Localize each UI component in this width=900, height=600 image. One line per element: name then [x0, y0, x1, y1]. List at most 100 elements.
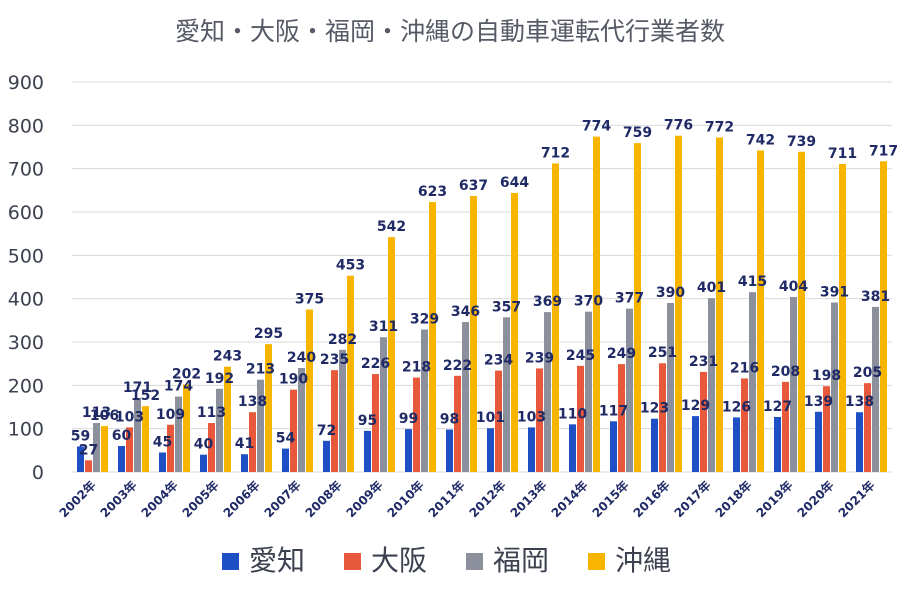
- x-tick-label: 2005年: [179, 478, 222, 521]
- bar: [864, 383, 871, 472]
- data-label: 126: [722, 399, 751, 415]
- bar: [569, 424, 576, 472]
- data-label: 231: [689, 354, 718, 370]
- data-label: 103: [517, 409, 546, 425]
- data-label: 401: [697, 280, 726, 296]
- legend-label: 愛知: [249, 544, 305, 577]
- bar: [331, 370, 338, 472]
- x-tick-label: 2015年: [589, 478, 632, 521]
- data-label: 27: [79, 442, 98, 458]
- legend-swatch: [466, 553, 483, 570]
- bar: [757, 150, 764, 472]
- bar: [142, 406, 149, 472]
- data-label: 391: [820, 285, 849, 301]
- x-tick-label: 2021年: [835, 478, 878, 521]
- data-label: 542: [377, 219, 406, 235]
- bar: [544, 312, 551, 472]
- bar: [405, 429, 412, 472]
- data-label: 152: [131, 388, 160, 404]
- x-axis-ticks: 2002年2003年2004年2005年2006年2007年2008年2009年…: [56, 478, 878, 521]
- y-tick-label: 400: [8, 289, 44, 311]
- data-label: 103: [115, 409, 144, 425]
- x-tick-label: 2007年: [261, 478, 304, 521]
- bar: [364, 430, 371, 472]
- data-label: 54: [276, 431, 296, 447]
- data-label: 295: [254, 326, 283, 342]
- bar: [700, 371, 707, 472]
- data-label: 346: [451, 304, 480, 320]
- bar: [93, 423, 100, 472]
- bar: [675, 135, 682, 472]
- data-label: 110: [558, 406, 587, 422]
- data-label: 772: [705, 119, 734, 135]
- data-label: 239: [525, 350, 554, 366]
- data-label: 370: [574, 294, 603, 310]
- bar: [536, 368, 543, 472]
- bar: [798, 151, 805, 472]
- bar: [265, 344, 272, 472]
- data-label: 129: [681, 398, 710, 414]
- bar: [413, 377, 420, 472]
- x-tick-label: 2008年: [302, 478, 345, 521]
- data-label: 415: [738, 274, 767, 290]
- bar: [733, 417, 740, 472]
- bar: [782, 381, 789, 472]
- x-tick-label: 2018年: [712, 478, 755, 521]
- x-tick-label: 2016年: [630, 478, 673, 521]
- bar: [667, 303, 674, 472]
- data-label: 623: [418, 184, 447, 200]
- bar: [462, 322, 469, 472]
- bar: [208, 423, 215, 472]
- data-label: 98: [440, 412, 459, 428]
- bar: [716, 137, 723, 472]
- legend: 愛知 大阪 福岡 沖縄: [222, 544, 671, 577]
- data-label: 235: [320, 352, 349, 368]
- y-axis-ticks: 0 100 200 300 400 500 600 700 800 900: [8, 72, 44, 484]
- data-label: 117: [599, 403, 628, 419]
- bar: [429, 202, 436, 473]
- bar: [880, 161, 887, 473]
- data-label: 226: [361, 356, 390, 372]
- data-label: 109: [156, 407, 185, 423]
- data-label: 213: [246, 362, 275, 378]
- data-label: 240: [287, 350, 316, 366]
- data-label: 190: [279, 372, 308, 388]
- x-tick-label: 2009年: [343, 478, 386, 521]
- bar: [856, 412, 863, 472]
- data-label: 375: [295, 292, 324, 308]
- data-label: 774: [582, 119, 611, 135]
- data-label: 311: [369, 319, 398, 335]
- data-label: 644: [500, 175, 529, 191]
- bar: [577, 365, 584, 472]
- data-label: 717: [869, 143, 898, 159]
- data-label: 106: [90, 408, 119, 424]
- bar: [159, 452, 166, 472]
- data-label: 712: [541, 145, 570, 161]
- bar: [306, 309, 313, 472]
- x-tick-label: 2006年: [220, 478, 263, 521]
- bar: [241, 454, 248, 472]
- data-label: 637: [459, 178, 488, 194]
- legend-label: 沖縄: [615, 544, 671, 577]
- data-label: 113: [82, 405, 111, 421]
- bar: [495, 370, 502, 472]
- data-label: 453: [336, 258, 365, 274]
- bar: [200, 454, 207, 472]
- data-label: 216: [730, 360, 759, 376]
- bar: [831, 302, 838, 472]
- data-label: 759: [623, 125, 652, 141]
- data-label: 174: [164, 379, 193, 395]
- x-tick-label: 2004年: [138, 478, 181, 521]
- bar: [298, 368, 305, 472]
- data-label: 171: [123, 380, 152, 396]
- bar: [249, 412, 256, 472]
- bar: [593, 136, 600, 472]
- bar: [282, 448, 289, 472]
- data-label: 138: [845, 394, 874, 410]
- bar: [487, 428, 494, 472]
- bar: [651, 418, 658, 472]
- data-label: 72: [317, 423, 336, 439]
- data-label: 123: [640, 401, 669, 417]
- bar: [839, 163, 846, 472]
